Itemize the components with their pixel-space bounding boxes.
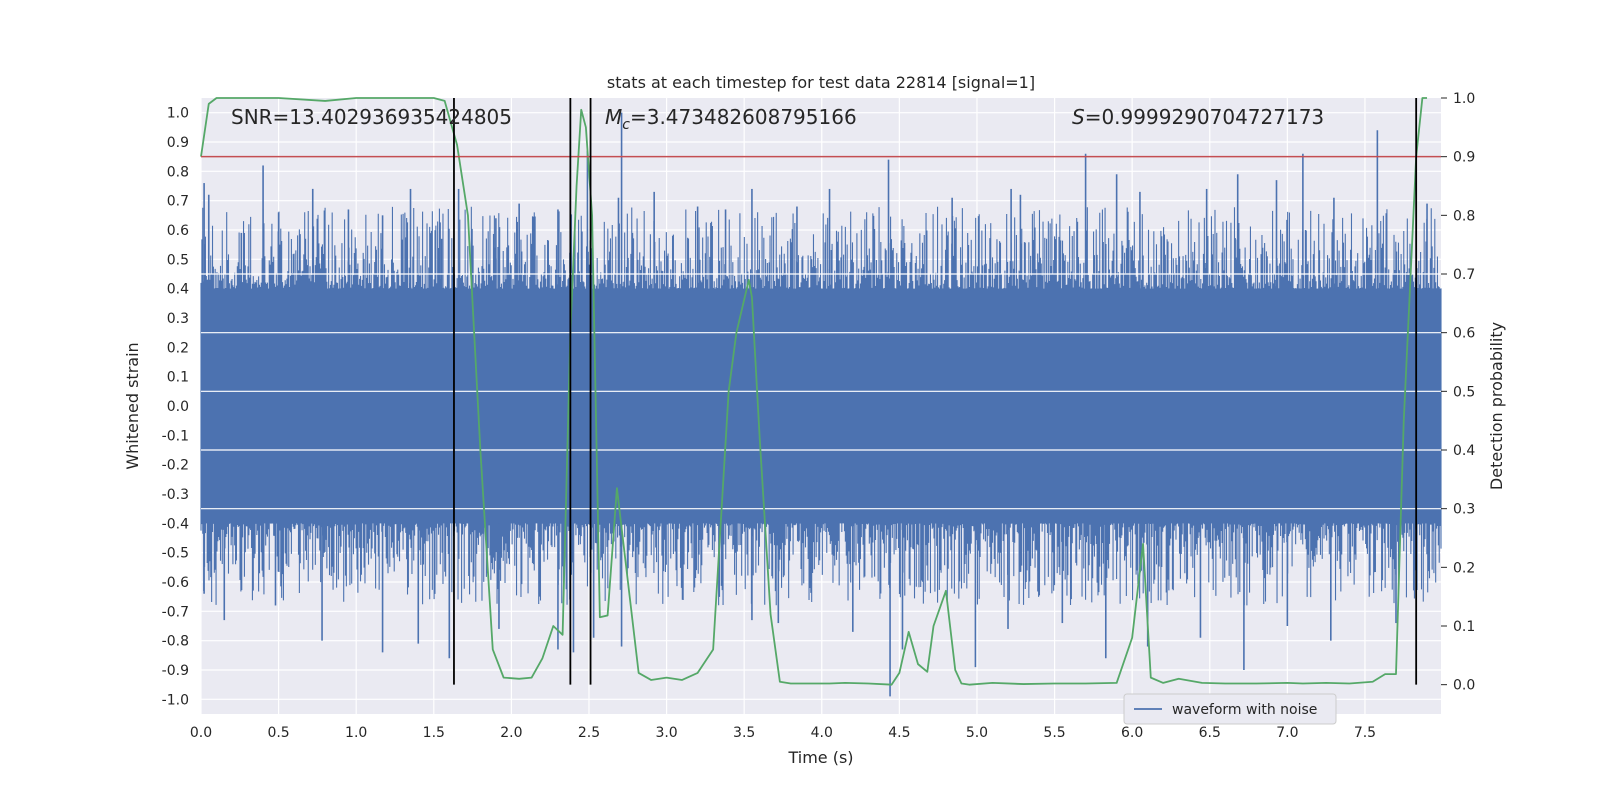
y-axis-label: Whitened strain — [123, 342, 142, 469]
y-tick-label: -0.9 — [162, 663, 189, 679]
y-tick-label: -0.6 — [162, 575, 189, 591]
chirp-mass-annotation: Mc=3.473482608795166 — [605, 105, 857, 133]
s-symbol: S — [1072, 105, 1085, 129]
y-tick-label: -1.0 — [162, 692, 189, 708]
s-value: =0.9999290704727173 — [1085, 105, 1324, 129]
y-tick-label: 0.2 — [167, 340, 189, 356]
y-right-tick-label: 0.1 — [1453, 619, 1475, 635]
x-tick-label: 1.5 — [423, 725, 445, 741]
y-tick-label: 0.7 — [167, 194, 189, 210]
y-tick-label: -0.3 — [162, 487, 189, 503]
y-tick-label: 0.9 — [167, 135, 189, 151]
y-tick-label: -0.4 — [162, 516, 189, 532]
y-tick-label: 0.5 — [167, 252, 189, 268]
x-tick-label: 3.5 — [733, 725, 755, 741]
y-right-tick-label: 1.0 — [1453, 91, 1475, 107]
y-tick-label: -0.8 — [162, 634, 189, 650]
y-tick-label: 0.8 — [167, 164, 189, 180]
x-tick-label: 6.5 — [1199, 725, 1221, 741]
legend-box — [1123, 693, 1337, 725]
y-tick-label: 0.0 — [167, 399, 189, 415]
x-tick-label: 5.0 — [966, 725, 988, 741]
y-tick-label: 0.3 — [167, 311, 189, 327]
s-annotation: S=0.9999290704727173 — [1072, 105, 1324, 129]
y-tick-label: 0.1 — [167, 370, 189, 386]
x-tick-label: 0.5 — [267, 725, 289, 741]
x-tick-label: 4.5 — [888, 725, 910, 741]
y-tick-label: 0.4 — [167, 282, 189, 298]
chirp-mass-subscript: c — [622, 117, 630, 133]
y-right-tick-label: 0.6 — [1453, 326, 1475, 342]
x-tick-label: 6.0 — [1121, 725, 1143, 741]
y-right-tick-label: 0.8 — [1453, 208, 1475, 224]
y-tick-label: -0.5 — [162, 546, 189, 562]
probability-layer — [200, 97, 1428, 686]
y-tick-label: -0.1 — [162, 428, 189, 444]
x-tick-label: 2.5 — [578, 725, 600, 741]
y-tick-label: 0.6 — [167, 223, 189, 239]
chart-title: stats at each timestep for test data 228… — [607, 73, 1035, 92]
y-axis-label-right: Detection probability — [1487, 322, 1506, 490]
tick-labels-layer: 0.0 0.5 1.0 1.5 2.0 2.5 3.0 3.5 4.0 4.5 5.0 5.5 6.0 6… — [162, 91, 1476, 741]
y-right-tick-label: 0.5 — [1453, 384, 1475, 400]
x-tick-label: 1.0 — [345, 725, 367, 741]
reference-lines-layer — [201, 98, 1441, 685]
detection-probability-line — [200, 97, 1428, 686]
y-tick-label: -0.2 — [162, 458, 189, 474]
y-tick-label: 1.0 — [167, 106, 189, 122]
y-right-tick-label: 0.7 — [1453, 267, 1475, 283]
y-right-tick-label: 0.9 — [1453, 150, 1475, 166]
waveform-layer — [200, 112, 1442, 697]
chirp-mass-value: =3.473482608795166 — [630, 105, 857, 129]
y-right-tick-label: 0.2 — [1453, 560, 1475, 576]
x-tick-label: 3.0 — [655, 725, 677, 741]
legend: waveform with noise — [1123, 693, 1337, 725]
x-tick-label: 2.0 — [500, 725, 522, 741]
x-tick-label: 0.0 — [190, 725, 212, 741]
y-right-tick-label: 0.3 — [1453, 502, 1475, 518]
y-right-tick-label: 0.4 — [1453, 443, 1475, 459]
waveform-core — [201, 288, 1441, 524]
y-tick-label: -0.7 — [162, 604, 189, 620]
y-right-tick-label: 0.0 — [1453, 678, 1475, 694]
x-tick-label: 7.0 — [1276, 725, 1298, 741]
x-tick-label: 5.5 — [1043, 725, 1065, 741]
x-tick-label: 7.5 — [1354, 725, 1376, 741]
legend-label: waveform with noise — [1172, 702, 1317, 718]
x-tick-label: 4.0 — [811, 725, 833, 741]
chirp-mass-symbol: M — [605, 105, 622, 129]
x-axis-label: Time (s) — [787, 748, 853, 767]
snr-annotation: SNR=13.402936935424805 — [231, 105, 512, 129]
